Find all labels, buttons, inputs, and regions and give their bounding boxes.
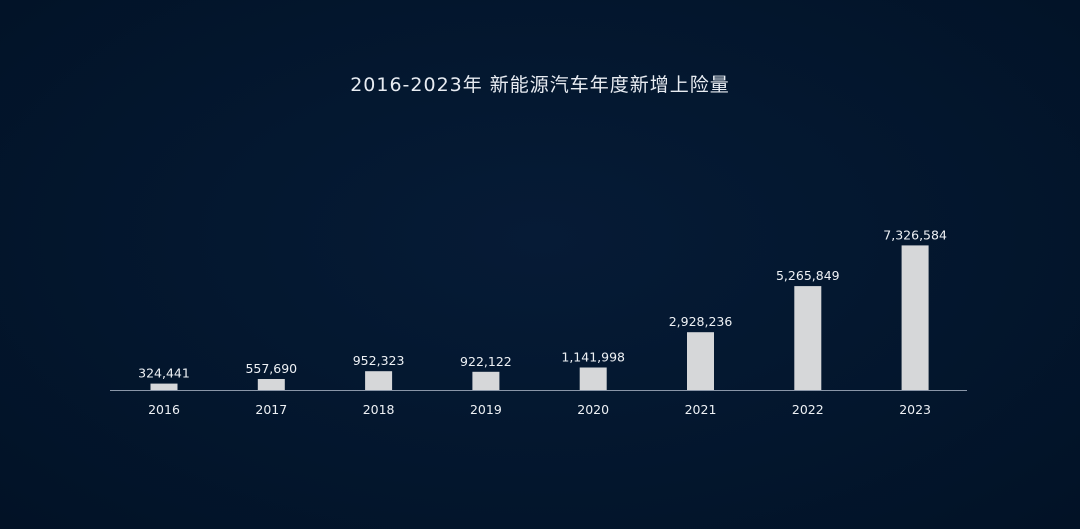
value-label-2016: 324,441 — [138, 366, 190, 381]
value-label-2018: 952,323 — [353, 353, 405, 368]
category-label-2017: 2017 — [255, 402, 287, 417]
category-label-2016: 2016 — [148, 402, 180, 417]
bar-2023 — [901, 245, 929, 390]
value-label-2020: 1,141,998 — [561, 350, 625, 365]
category-label-2022: 2022 — [792, 402, 824, 417]
bar-2021 — [687, 332, 714, 390]
category-label-2023: 2023 — [899, 402, 931, 417]
bar-2022 — [794, 286, 822, 390]
bar-2018 — [365, 371, 393, 390]
bar-2020 — [579, 367, 607, 390]
value-label-2021: 2,928,236 — [669, 314, 733, 329]
bar-2016 — [150, 383, 178, 390]
value-label-2022: 5,265,849 — [776, 268, 840, 283]
category-label-2018: 2018 — [363, 402, 395, 417]
category-label-2020: 2020 — [577, 402, 609, 417]
value-label-2019: 922,122 — [460, 354, 512, 369]
value-label-2017: 557,690 — [245, 361, 297, 376]
bar-2017 — [257, 379, 285, 390]
category-label-2021: 2021 — [685, 402, 717, 417]
category-label-2019: 2019 — [470, 402, 502, 417]
chart-title: 2016-2023年 新能源汽车年度新增上险量 — [350, 74, 730, 96]
bar-2019 — [472, 371, 500, 390]
value-label-2023: 7,326,584 — [883, 227, 947, 242]
